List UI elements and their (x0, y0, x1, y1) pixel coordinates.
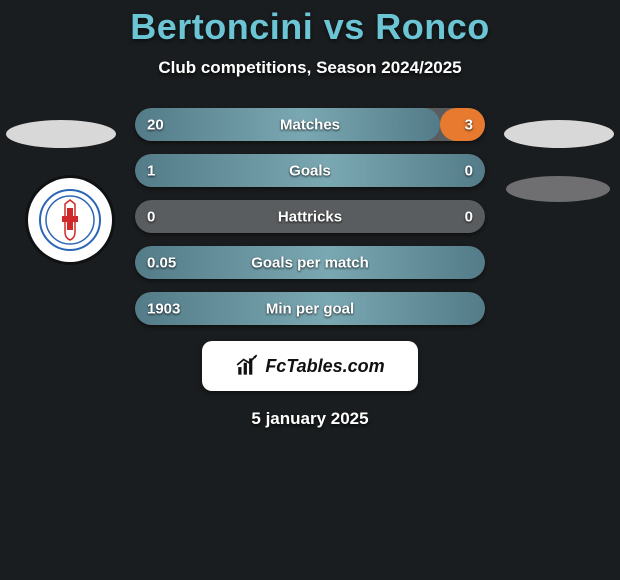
stat-bar: 1 Goals 0 (135, 154, 485, 187)
bar-fill-right (440, 108, 486, 141)
chart-icon (235, 353, 261, 379)
stat-bar: 1903 Min per goal (135, 292, 485, 325)
bar-label: Matches (280, 116, 340, 133)
bar-value-left: 0.05 (147, 254, 176, 271)
club-badge (28, 178, 112, 262)
bar-label: Hattricks (278, 208, 342, 225)
bar-value-left: 1 (147, 162, 155, 179)
bar-value-left: 1903 (147, 300, 180, 317)
bar-value-left: 0 (147, 208, 155, 225)
ellipse-decor-right (504, 120, 614, 148)
page-title: Bertoncini vs Ronco (0, 6, 620, 48)
stat-bar: 0.05 Goals per match (135, 246, 485, 279)
ellipse-decor-left (6, 120, 116, 148)
stat-bar: 0 Hattricks 0 (135, 200, 485, 233)
bar-value-right: 0 (465, 162, 473, 179)
stat-bar: 20 Matches 3 (135, 108, 485, 141)
ellipse-decor-right-2 (506, 176, 610, 202)
bar-value-right: 3 (465, 116, 473, 133)
bar-value-left: 20 (147, 116, 164, 133)
brand-label: FcTables.com (265, 356, 384, 377)
brand-pill[interactable]: FcTables.com (202, 341, 418, 391)
bar-label: Goals per match (251, 254, 369, 271)
club-badge-icon (38, 188, 102, 252)
stats-bars: 20 Matches 3 1 Goals 0 0 Hattricks 0 0.05 Goals pe… (135, 108, 485, 325)
bar-label: Goals (289, 162, 331, 179)
bar-value-right: 0 (465, 208, 473, 225)
subtitle: Club competitions, Season 2024/2025 (0, 58, 620, 78)
bar-label: Min per goal (266, 300, 354, 317)
date-label: 5 january 2025 (0, 409, 620, 429)
